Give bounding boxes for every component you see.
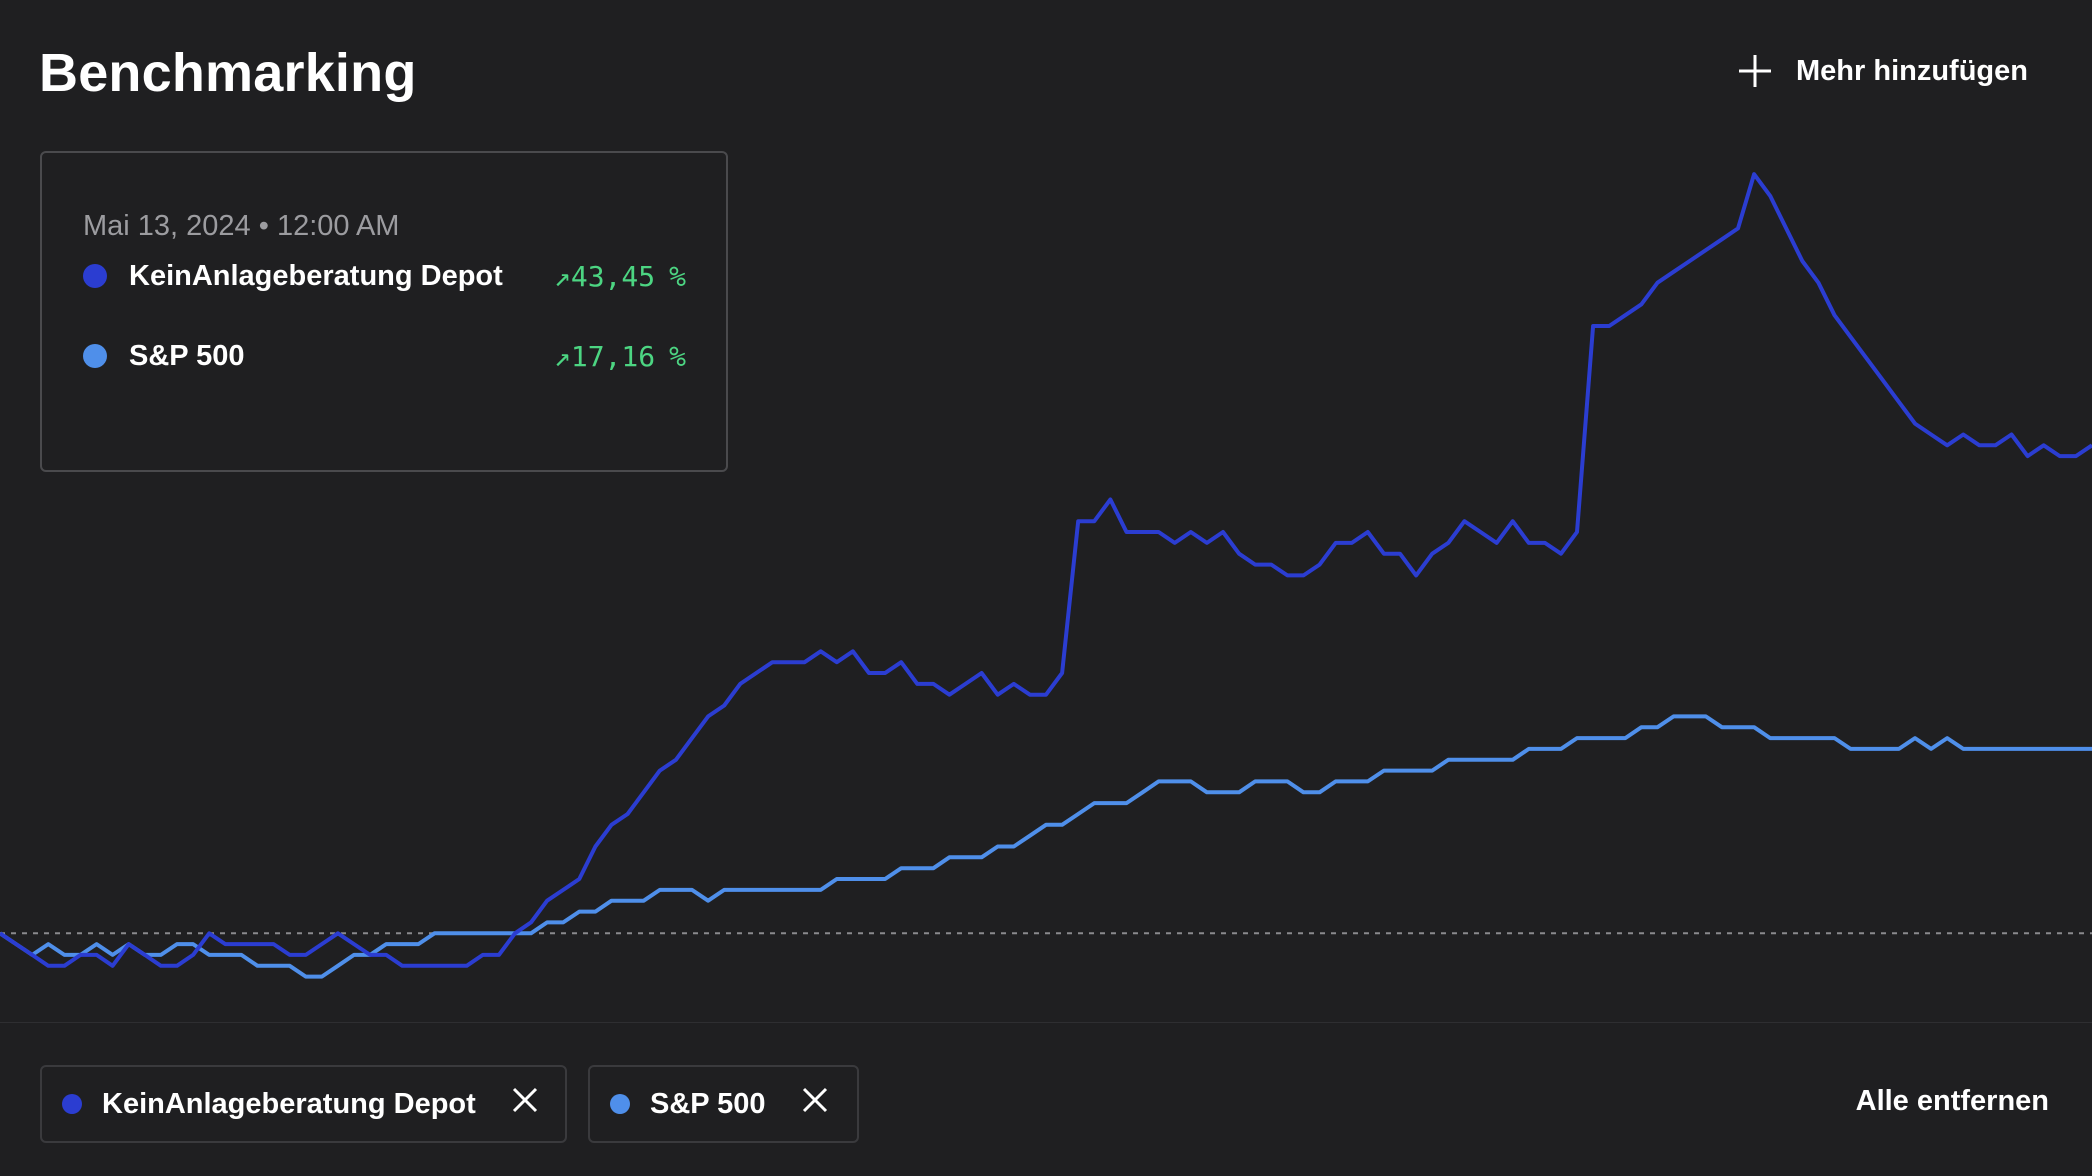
trend-up-icon: ↗	[553, 339, 571, 373]
series-color-dot	[83, 344, 107, 368]
series-line-sp500	[0, 714, 2092, 979]
series-color-dot	[83, 264, 107, 288]
tooltip-row-sp500: S&P 500 ↗ 17,16 %	[83, 336, 686, 376]
tooltip-change-value: 43,45	[570, 259, 656, 293]
series-color-dot	[62, 1094, 82, 1114]
close-icon[interactable]	[802, 1087, 828, 1121]
chip-sp500[interactable]: S&P 500	[588, 1065, 859, 1143]
tooltip-series-name: KeinAnlageberatung Depot	[129, 259, 503, 292]
tooltip-row-depot: KeinAnlageberatung Depot ↗ 43,45 %	[83, 256, 686, 296]
page-title: Benchmarking	[39, 43, 417, 103]
tooltip-change-unit: %	[669, 339, 686, 373]
series-color-dot	[610, 1094, 630, 1114]
tooltip-change-unit: %	[669, 259, 686, 293]
chart-tooltip: Mai 13, 2024 • 12:00 AM KeinAnlageberatu…	[40, 151, 728, 472]
chip-depot[interactable]: KeinAnlageberatung Depot	[40, 1065, 567, 1143]
remove-all-button[interactable]: Alle entfernen	[1855, 1085, 2049, 1117]
tooltip-change: ↗ 17,16 %	[554, 340, 686, 373]
add-more-label: Mehr hinzufügen	[1796, 54, 2028, 87]
tooltip-date: Mai 13, 2024 • 12:00 AM	[83, 210, 400, 242]
plus-icon	[1736, 52, 1774, 90]
add-more-button[interactable]: Mehr hinzufügen	[1736, 52, 2028, 90]
trend-up-icon: ↗	[553, 259, 571, 293]
tooltip-change-value: 17,16	[570, 339, 656, 373]
benchmark-chart[interactable]	[0, 120, 2092, 1020]
tooltip-series-name: S&P 500	[129, 339, 245, 372]
close-icon[interactable]	[512, 1087, 538, 1121]
series-line-depot	[0, 172, 2092, 968]
chip-label: S&P 500	[650, 1087, 766, 1120]
chip-label: KeinAnlageberatung Depot	[102, 1087, 476, 1120]
section-divider	[0, 1022, 2092, 1023]
tooltip-change: ↗ 43,45 %	[554, 260, 686, 293]
